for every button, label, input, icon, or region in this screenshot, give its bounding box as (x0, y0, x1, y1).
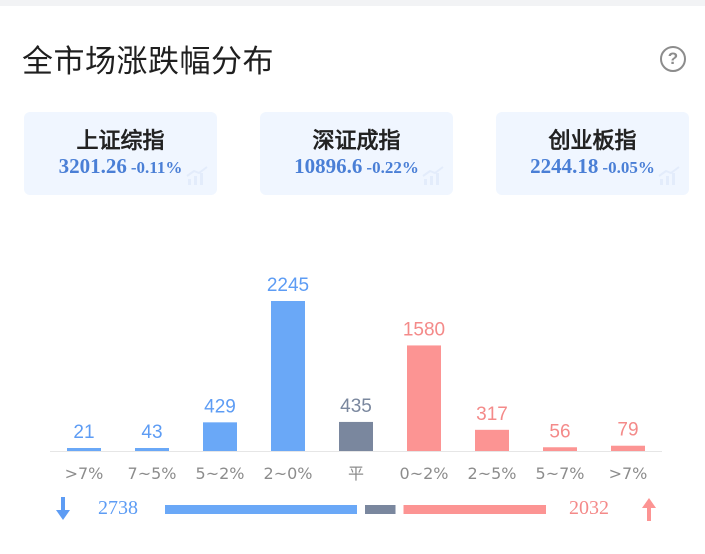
tick-label: 2~0% (264, 464, 313, 483)
bar-value-label: 56 (549, 421, 570, 442)
bar-value-label: 43 (141, 422, 162, 443)
index-value: 10896.6 (294, 154, 363, 178)
bar-6 (475, 429, 509, 451)
bar-value-label: 2245 (267, 275, 309, 296)
index-name: 创业板指 (548, 129, 637, 154)
tick-label: 5~7% (536, 464, 585, 483)
index-card-cyb[interactable]: 创业板指 2244.18 -0.05% (496, 112, 689, 195)
bar-value-label: 21 (73, 422, 94, 443)
tick-label: 2~5% (468, 464, 517, 483)
index-name: 深证成指 (312, 129, 401, 154)
ratio-bar-down (165, 505, 358, 514)
tick-label: 0~2% (400, 464, 449, 483)
up-arrow-icon (642, 498, 656, 521)
page-title: 全市场涨跌幅分布 (22, 44, 274, 80)
help-icon[interactable]: ? (660, 46, 686, 72)
tick-label: >7% (65, 464, 104, 483)
bar-value-label: 1580 (403, 319, 445, 340)
index-value: 3201.26 (58, 154, 127, 178)
tick-label: 5~2% (196, 464, 245, 483)
index-values: 2244.18 -0.05% (496, 154, 689, 179)
index-value: 2244.18 (530, 154, 599, 178)
bar-2 (203, 422, 237, 451)
bar-value-label: 429 (204, 396, 236, 417)
bar-value-label: 79 (617, 420, 638, 441)
bar-1 (135, 448, 169, 451)
index-values: 3201.26 -0.11% (24, 154, 217, 179)
trend-icon (422, 166, 444, 185)
index-change: -0.05% (602, 158, 655, 177)
bar-7 (543, 447, 577, 451)
top-divider (0, 0, 705, 6)
down-count: 2738 (98, 497, 138, 519)
bar-5 (407, 345, 441, 451)
index-change: -0.22% (366, 158, 419, 177)
index-values: 10896.6 -0.22% (260, 154, 453, 179)
trend-icon (658, 166, 680, 185)
tick-label: 7~5% (128, 464, 177, 483)
bar-0 (67, 448, 101, 451)
bar-3 (271, 301, 305, 451)
trend-icon (186, 166, 208, 185)
tick-label: >7% (609, 464, 648, 483)
ratio-bar-up (403, 505, 546, 514)
index-card-sh[interactable]: 上证综指 3201.26 -0.11% (24, 112, 217, 195)
bar-value-label: 317 (476, 404, 508, 425)
index-card-sz[interactable]: 深证成指 10896.6 -0.22% (260, 112, 453, 195)
index-change: -0.11% (130, 158, 183, 177)
bar-value-label: 435 (340, 396, 372, 417)
down-arrow-icon (56, 497, 70, 520)
tick-label: 平 (348, 464, 364, 483)
bar-8 (611, 445, 645, 451)
index-name: 上证综指 (76, 129, 165, 154)
ratio-bar-flat (365, 505, 396, 514)
bar-4 (339, 421, 373, 451)
up-count: 2032 (569, 497, 609, 519)
